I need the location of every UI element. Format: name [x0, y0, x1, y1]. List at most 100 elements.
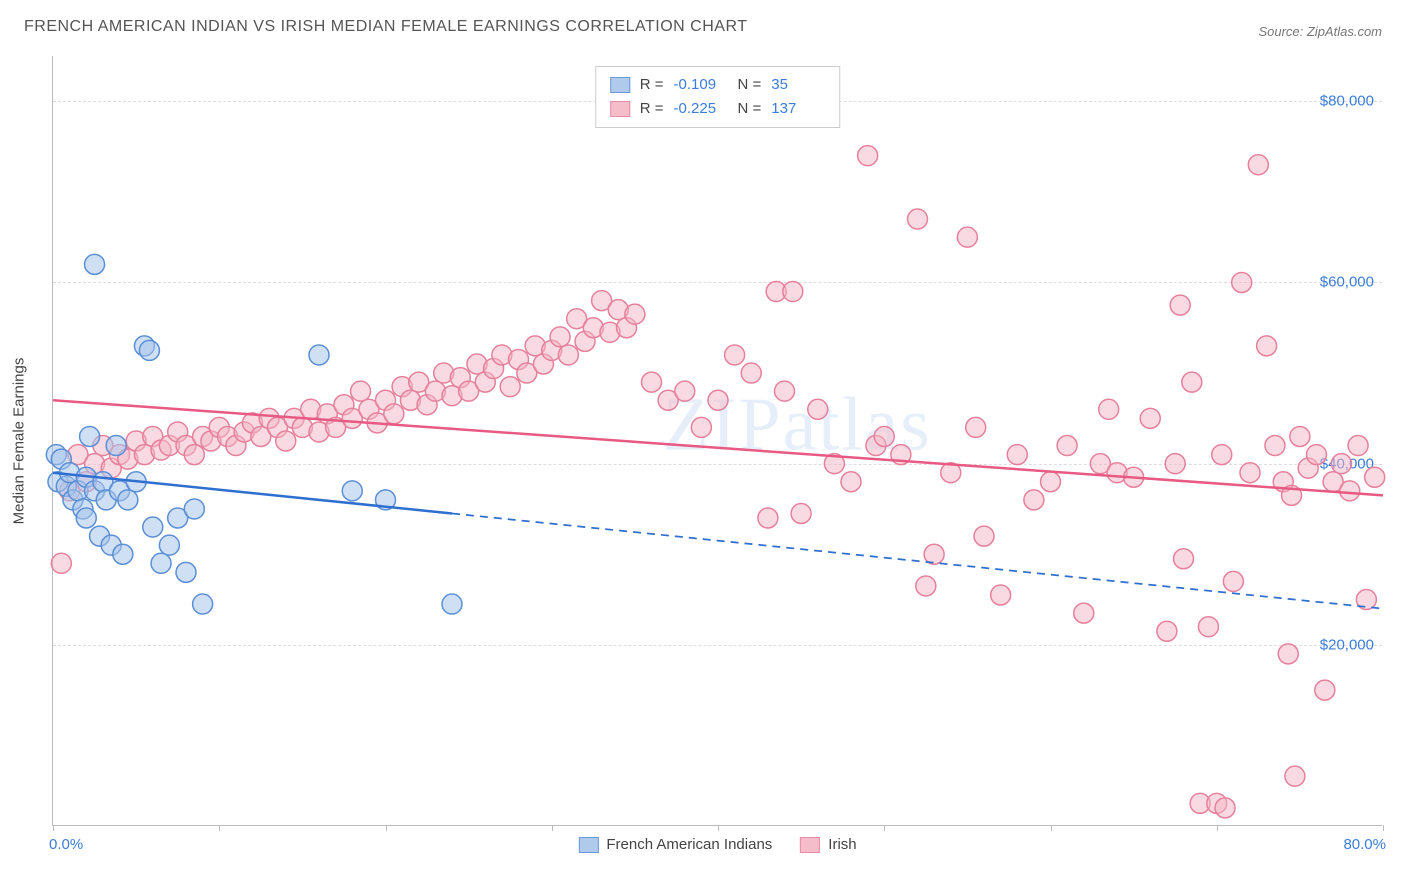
data-point	[442, 594, 462, 614]
data-point	[193, 594, 213, 614]
data-point	[874, 426, 894, 446]
data-point	[691, 417, 711, 437]
data-point	[1140, 408, 1160, 428]
x-tick	[1051, 825, 1052, 831]
data-point	[159, 535, 179, 555]
data-point	[1278, 644, 1298, 664]
data-point	[1174, 549, 1194, 569]
x-tick	[386, 825, 387, 831]
swatch-blue-icon	[610, 77, 630, 93]
data-point	[675, 381, 695, 401]
n-value-blue: 35	[771, 73, 825, 97]
data-point	[1157, 621, 1177, 641]
x-tick	[219, 825, 220, 831]
data-point	[908, 209, 928, 229]
n-value-pink: 137	[771, 97, 825, 121]
data-point	[741, 363, 761, 383]
data-point	[1170, 295, 1190, 315]
data-point	[351, 381, 371, 401]
data-point	[758, 508, 778, 528]
data-point	[1074, 603, 1094, 623]
data-point	[708, 390, 728, 410]
data-point	[791, 503, 811, 523]
r-value-pink: -0.225	[674, 97, 728, 121]
data-point	[808, 399, 828, 419]
x-tick	[884, 825, 885, 831]
data-point	[500, 377, 520, 397]
data-point	[1348, 436, 1368, 456]
legend-label-blue: French American Indians	[606, 836, 772, 853]
legend-correlation: R = -0.109 N = 35 R = -0.225 N = 137	[595, 66, 841, 128]
data-point	[1248, 155, 1268, 175]
data-point	[1285, 766, 1305, 786]
data-point	[1315, 680, 1335, 700]
data-point	[1099, 399, 1119, 419]
data-point	[1212, 445, 1232, 465]
x-tick	[718, 825, 719, 831]
data-point	[139, 340, 159, 360]
data-point	[118, 490, 138, 510]
data-point	[184, 499, 204, 519]
swatch-blue-icon	[578, 837, 598, 853]
r-label: R =	[640, 97, 664, 121]
x-tick	[1217, 825, 1218, 831]
data-point	[841, 472, 861, 492]
x-max-label: 80.0%	[1343, 836, 1386, 853]
x-min-label: 0.0%	[49, 836, 83, 853]
data-point	[1340, 481, 1360, 501]
data-point	[1331, 454, 1351, 474]
plot-area: Median Female Earnings $20,000$40,000$60…	[52, 56, 1382, 826]
regression-line	[53, 400, 1383, 495]
data-point	[309, 345, 329, 365]
chart-title: FRENCH AMERICAN INDIAN VS IRISH MEDIAN F…	[24, 18, 748, 36]
data-point	[558, 345, 578, 365]
data-point	[1257, 336, 1277, 356]
data-point	[151, 553, 171, 573]
swatch-pink-icon	[800, 837, 820, 853]
data-point	[974, 526, 994, 546]
data-point	[176, 562, 196, 582]
data-point	[85, 254, 105, 274]
data-point	[625, 304, 645, 324]
legend-item-pink: Irish	[800, 836, 856, 853]
data-point	[1290, 426, 1310, 446]
data-point	[1365, 467, 1385, 487]
data-point	[1024, 490, 1044, 510]
data-point	[966, 417, 986, 437]
data-point	[775, 381, 795, 401]
data-point	[342, 481, 362, 501]
data-point	[80, 426, 100, 446]
data-point	[184, 445, 204, 465]
data-point	[1007, 445, 1027, 465]
regression-line-dashed	[452, 513, 1383, 608]
data-point	[1215, 798, 1235, 818]
r-value-blue: -0.109	[674, 73, 728, 97]
legend-row-blue: R = -0.109 N = 35	[610, 73, 826, 97]
n-label: N =	[738, 97, 762, 121]
data-point	[957, 227, 977, 247]
data-point	[725, 345, 745, 365]
data-point	[1165, 454, 1185, 474]
data-point	[106, 436, 126, 456]
data-point	[1307, 445, 1327, 465]
x-tick	[552, 825, 553, 831]
data-point	[1041, 472, 1061, 492]
data-point	[1240, 463, 1260, 483]
n-label: N =	[738, 73, 762, 97]
source-label: Source: ZipAtlas.com	[1258, 24, 1382, 39]
data-point	[1265, 436, 1285, 456]
data-point	[1198, 617, 1218, 637]
data-point	[384, 404, 404, 424]
data-point	[143, 517, 163, 537]
data-point	[113, 544, 133, 564]
legend-item-blue: French American Indians	[578, 836, 772, 853]
data-point	[1232, 272, 1252, 292]
data-point	[1182, 372, 1202, 392]
data-point	[783, 282, 803, 302]
legend-label-pink: Irish	[828, 836, 856, 853]
x-tick	[53, 825, 54, 831]
legend-series: French American Indians Irish	[578, 836, 856, 853]
data-point	[642, 372, 662, 392]
data-point	[550, 327, 570, 347]
data-point	[991, 585, 1011, 605]
